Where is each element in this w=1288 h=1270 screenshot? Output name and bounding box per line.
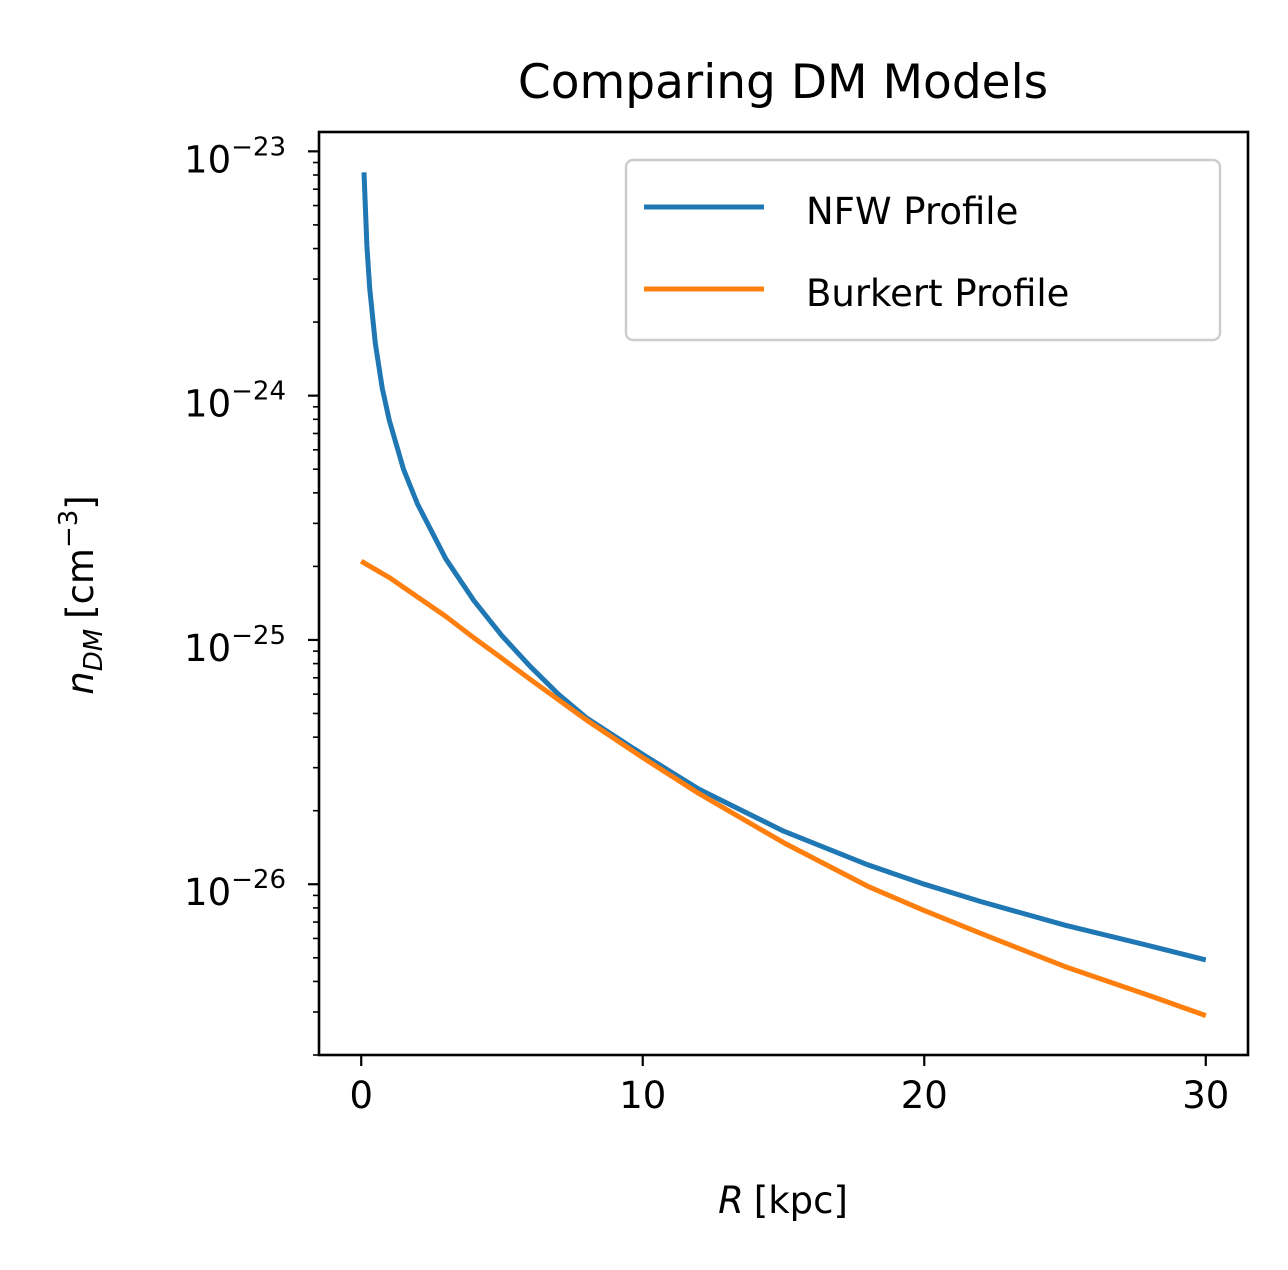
y-tick-label: 10−26 — [184, 865, 286, 914]
y-axis-label-unit-close: ] — [59, 495, 102, 509]
y-tick-label: 10−23 — [184, 132, 286, 181]
y-axis-label-variable: n — [59, 671, 102, 694]
legend: NFW Profile Burkert Profile — [624, 158, 1222, 342]
y-axis-label: nDM [cm−3] — [54, 495, 109, 695]
series-line-nfw — [361, 172, 1207, 963]
x-tick-label: 10 — [619, 1074, 666, 1117]
legend-box — [624, 158, 1222, 342]
x-axis-label: R [kpc] — [718, 1179, 848, 1222]
x-axis-label-unit: [kpc] — [754, 1179, 848, 1222]
plot-area-frame — [317, 130, 1250, 1057]
series-layer — [359, 172, 1207, 1018]
legend-label-nfw: NFW Profile — [806, 190, 1018, 233]
x-tick-label: 20 — [901, 1074, 948, 1117]
y-tick-label: 10−24 — [184, 377, 286, 426]
x-axis-label-variable: R — [718, 1179, 744, 1222]
chart-title: Comparing DM Models — [518, 55, 1048, 110]
y-axis-label-unit: [cm — [59, 548, 102, 619]
y-axis: 10−26 10−25 10−24 10−23 — [184, 132, 319, 1056]
y-axis-label-subscript: DM — [79, 629, 109, 671]
y-tick-label: 10−25 — [184, 621, 286, 670]
x-tick-label: 0 — [349, 1074, 373, 1117]
y-axis-label-exponent: −3 — [54, 510, 84, 548]
x-axis: 0 10 20 30 — [349, 1055, 1229, 1117]
legend-label-burkert: Burkert Profile — [806, 272, 1069, 315]
x-tick-label: 30 — [1182, 1074, 1229, 1117]
series-line-burkert — [359, 559, 1207, 1018]
